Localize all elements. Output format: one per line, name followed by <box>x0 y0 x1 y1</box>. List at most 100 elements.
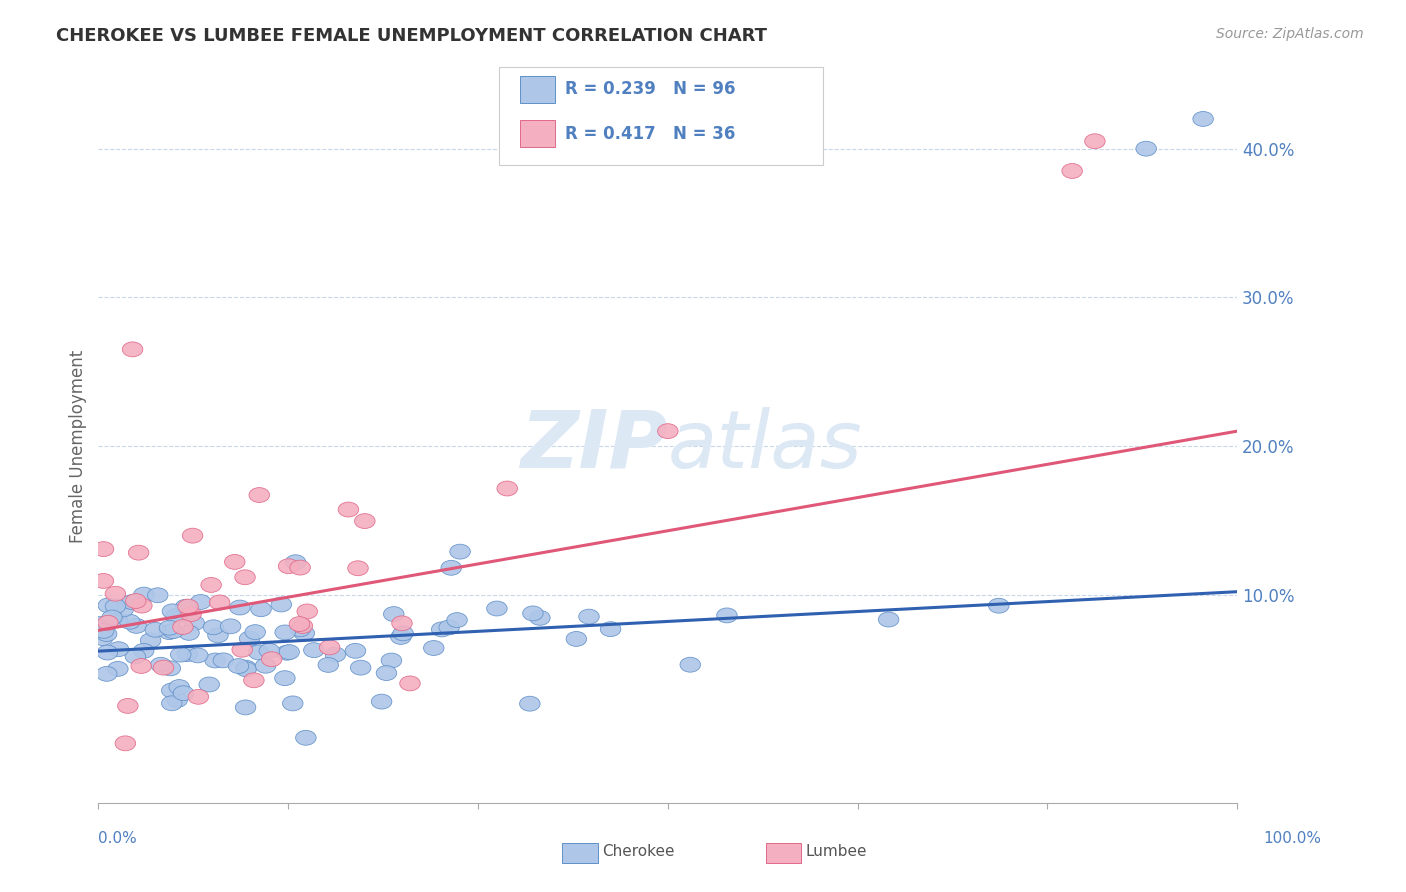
Ellipse shape <box>392 615 412 631</box>
Ellipse shape <box>235 700 256 714</box>
Ellipse shape <box>377 665 396 681</box>
Ellipse shape <box>249 645 269 660</box>
Ellipse shape <box>277 645 297 660</box>
Ellipse shape <box>350 660 371 675</box>
Ellipse shape <box>101 610 122 625</box>
Ellipse shape <box>239 632 260 646</box>
Ellipse shape <box>150 657 172 673</box>
Ellipse shape <box>290 622 311 637</box>
Ellipse shape <box>208 628 228 643</box>
Ellipse shape <box>176 599 195 615</box>
Text: 0.0%: 0.0% <box>98 831 138 846</box>
Ellipse shape <box>292 618 312 633</box>
Ellipse shape <box>1136 141 1156 156</box>
Ellipse shape <box>97 645 118 660</box>
Ellipse shape <box>879 612 898 627</box>
Ellipse shape <box>235 570 256 585</box>
Ellipse shape <box>1062 163 1083 178</box>
Text: 100.0%: 100.0% <box>1264 831 1322 846</box>
Ellipse shape <box>381 653 402 668</box>
Ellipse shape <box>205 653 225 668</box>
Ellipse shape <box>232 642 253 657</box>
Ellipse shape <box>318 657 339 673</box>
Ellipse shape <box>228 658 249 673</box>
Ellipse shape <box>93 541 114 557</box>
Ellipse shape <box>229 600 250 615</box>
Ellipse shape <box>162 696 181 711</box>
Ellipse shape <box>159 620 180 635</box>
Ellipse shape <box>173 686 194 700</box>
Ellipse shape <box>107 613 128 628</box>
Ellipse shape <box>600 622 621 637</box>
Ellipse shape <box>134 587 155 602</box>
Text: Cherokee: Cherokee <box>602 845 675 859</box>
Ellipse shape <box>259 643 280 658</box>
Ellipse shape <box>304 643 325 657</box>
Ellipse shape <box>262 652 283 666</box>
Ellipse shape <box>294 626 315 640</box>
Ellipse shape <box>236 662 256 677</box>
Ellipse shape <box>163 624 183 639</box>
Ellipse shape <box>184 615 204 631</box>
Ellipse shape <box>567 632 586 647</box>
Ellipse shape <box>496 481 517 496</box>
Text: atlas: atlas <box>668 407 863 485</box>
Ellipse shape <box>717 608 737 623</box>
Ellipse shape <box>1084 134 1105 149</box>
Ellipse shape <box>145 623 166 637</box>
Ellipse shape <box>256 658 276 673</box>
Ellipse shape <box>89 616 110 632</box>
Ellipse shape <box>579 609 599 624</box>
Ellipse shape <box>285 555 307 570</box>
Ellipse shape <box>173 620 193 634</box>
Ellipse shape <box>169 680 190 695</box>
Text: Source: ZipAtlas.com: Source: ZipAtlas.com <box>1216 27 1364 41</box>
Ellipse shape <box>162 604 183 619</box>
Ellipse shape <box>201 577 221 592</box>
Ellipse shape <box>181 607 201 622</box>
Ellipse shape <box>97 626 117 641</box>
Ellipse shape <box>200 677 219 692</box>
Ellipse shape <box>93 624 114 639</box>
Ellipse shape <box>520 697 540 711</box>
Ellipse shape <box>245 624 266 640</box>
Ellipse shape <box>283 696 304 711</box>
Ellipse shape <box>97 666 117 681</box>
Text: CHEROKEE VS LUMBEE FEMALE UNEMPLOYMENT CORRELATION CHART: CHEROKEE VS LUMBEE FEMALE UNEMPLOYMENT C… <box>56 27 768 45</box>
Y-axis label: Female Unemployment: Female Unemployment <box>69 350 87 542</box>
Ellipse shape <box>249 488 270 502</box>
Ellipse shape <box>371 694 392 709</box>
Ellipse shape <box>159 624 180 640</box>
Ellipse shape <box>384 607 404 622</box>
Ellipse shape <box>108 641 129 657</box>
Ellipse shape <box>347 561 368 575</box>
Ellipse shape <box>432 622 451 637</box>
Ellipse shape <box>128 545 149 560</box>
Ellipse shape <box>132 599 152 613</box>
Ellipse shape <box>125 649 146 664</box>
Ellipse shape <box>108 662 128 676</box>
Ellipse shape <box>153 660 174 675</box>
Ellipse shape <box>190 595 211 609</box>
Ellipse shape <box>276 625 295 640</box>
Ellipse shape <box>122 595 142 609</box>
Ellipse shape <box>188 690 208 705</box>
Ellipse shape <box>658 424 678 439</box>
Ellipse shape <box>134 643 153 658</box>
Ellipse shape <box>295 731 316 745</box>
Ellipse shape <box>290 616 309 632</box>
Ellipse shape <box>148 588 169 603</box>
Ellipse shape <box>131 658 152 673</box>
Ellipse shape <box>530 610 550 625</box>
Ellipse shape <box>125 593 146 608</box>
Ellipse shape <box>346 643 366 658</box>
Ellipse shape <box>271 597 291 612</box>
Ellipse shape <box>319 640 340 655</box>
Ellipse shape <box>523 606 543 621</box>
Ellipse shape <box>988 599 1010 613</box>
Ellipse shape <box>486 601 508 616</box>
Ellipse shape <box>423 640 444 656</box>
Ellipse shape <box>98 598 118 613</box>
Ellipse shape <box>179 625 200 640</box>
Ellipse shape <box>115 736 135 751</box>
